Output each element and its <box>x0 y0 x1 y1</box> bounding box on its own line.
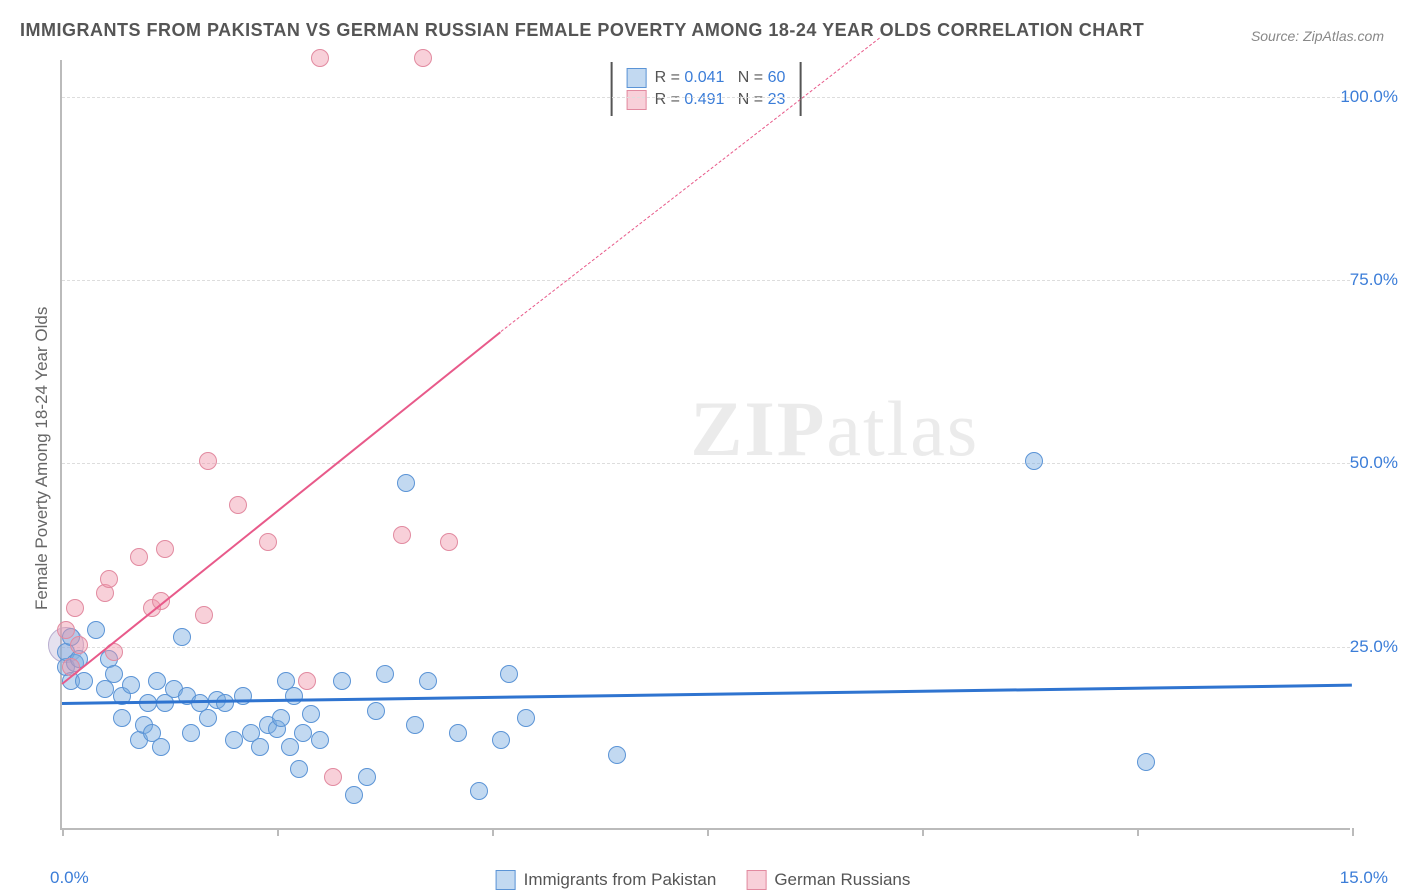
chart-title: IMMIGRANTS FROM PAKISTAN VS GERMAN RUSSI… <box>20 20 1144 41</box>
data-point <box>70 636 88 654</box>
gridline <box>62 647 1350 648</box>
data-point <box>195 606 213 624</box>
data-point <box>517 709 535 727</box>
x-tick <box>277 828 279 836</box>
data-point <box>272 709 290 727</box>
legend-swatch <box>496 870 516 890</box>
data-point <box>122 676 140 694</box>
legend-swatch <box>746 870 766 890</box>
y-tick-label: 100.0% <box>1340 87 1398 107</box>
data-point <box>285 687 303 705</box>
legend-swatch <box>627 68 647 88</box>
data-point <box>500 665 518 683</box>
data-point <box>333 672 351 690</box>
data-point <box>367 702 385 720</box>
data-point <box>251 738 269 756</box>
y-tick-label: 25.0% <box>1350 637 1398 657</box>
data-point <box>100 570 118 588</box>
data-point <box>1025 452 1043 470</box>
data-point <box>281 738 299 756</box>
data-point <box>225 731 243 749</box>
data-point <box>358 768 376 786</box>
trend-line <box>62 683 1352 704</box>
data-point <box>397 474 415 492</box>
data-point <box>199 709 217 727</box>
data-point <box>66 599 84 617</box>
data-point <box>148 672 166 690</box>
data-point <box>311 49 329 67</box>
x-tick <box>707 828 709 836</box>
data-point <box>393 526 411 544</box>
data-point <box>173 628 191 646</box>
data-point <box>259 533 277 551</box>
legend-label: Immigrants from Pakistan <box>524 870 717 890</box>
data-point <box>419 672 437 690</box>
x-tick <box>922 828 924 836</box>
y-tick-label: 75.0% <box>1350 270 1398 290</box>
x-tick <box>62 828 64 836</box>
data-point <box>302 705 320 723</box>
watermark-atlas: atlas <box>826 385 979 472</box>
data-point <box>87 621 105 639</box>
data-point <box>130 548 148 566</box>
data-point <box>216 694 234 712</box>
data-point <box>152 738 170 756</box>
trend-line <box>61 332 501 686</box>
data-point <box>182 724 200 742</box>
data-point <box>311 731 329 749</box>
data-point <box>156 540 174 558</box>
legend-stats: R = 0.041 N = 60 <box>655 69 786 87</box>
legend-stats: R = 0.491 N = 23 <box>655 91 786 109</box>
data-point <box>492 731 510 749</box>
legend-label: German Russians <box>774 870 910 890</box>
gridline <box>62 280 1350 281</box>
legend-row: R = 0.491 N = 23 <box>627 90 786 110</box>
data-point <box>406 716 424 734</box>
data-point <box>229 496 247 514</box>
y-axis-label: Female Poverty Among 18-24 Year Olds <box>32 307 52 610</box>
y-tick-label: 50.0% <box>1350 453 1398 473</box>
data-point <box>105 665 123 683</box>
data-point <box>57 621 75 639</box>
data-point <box>199 452 217 470</box>
data-point <box>298 672 316 690</box>
x-tick <box>1137 828 1139 836</box>
data-point <box>345 786 363 804</box>
data-point <box>324 768 342 786</box>
data-point <box>608 746 626 764</box>
data-point <box>414 49 432 67</box>
legend-item: German Russians <box>746 870 910 890</box>
data-point <box>470 782 488 800</box>
data-point <box>294 724 312 742</box>
data-point <box>75 672 93 690</box>
legend-item: Immigrants from Pakistan <box>496 870 717 890</box>
chart-plot-area: ZIPatlas R = 0.041 N = 60 R = 0.491 N = 2… <box>60 60 1350 830</box>
data-point <box>376 665 394 683</box>
data-point <box>449 724 467 742</box>
x-min-label: 0.0% <box>50 868 89 888</box>
legend-swatch <box>627 90 647 110</box>
data-point <box>113 709 131 727</box>
data-point <box>1137 753 1155 771</box>
legend-row: R = 0.041 N = 60 <box>627 68 786 88</box>
source-label: Source: ZipAtlas.com <box>1251 28 1384 44</box>
data-point <box>290 760 308 778</box>
watermark-zip: ZIP <box>690 385 826 472</box>
correlation-legend: R = 0.041 N = 60 R = 0.491 N = 23 <box>611 62 802 116</box>
watermark: ZIPatlas <box>690 384 979 474</box>
x-tick <box>1352 828 1354 836</box>
gridline <box>62 463 1350 464</box>
x-max-label: 15.0% <box>1340 868 1388 888</box>
data-point <box>440 533 458 551</box>
gridline <box>62 97 1350 98</box>
series-legend: Immigrants from Pakistan German Russians <box>496 870 911 890</box>
x-tick <box>492 828 494 836</box>
